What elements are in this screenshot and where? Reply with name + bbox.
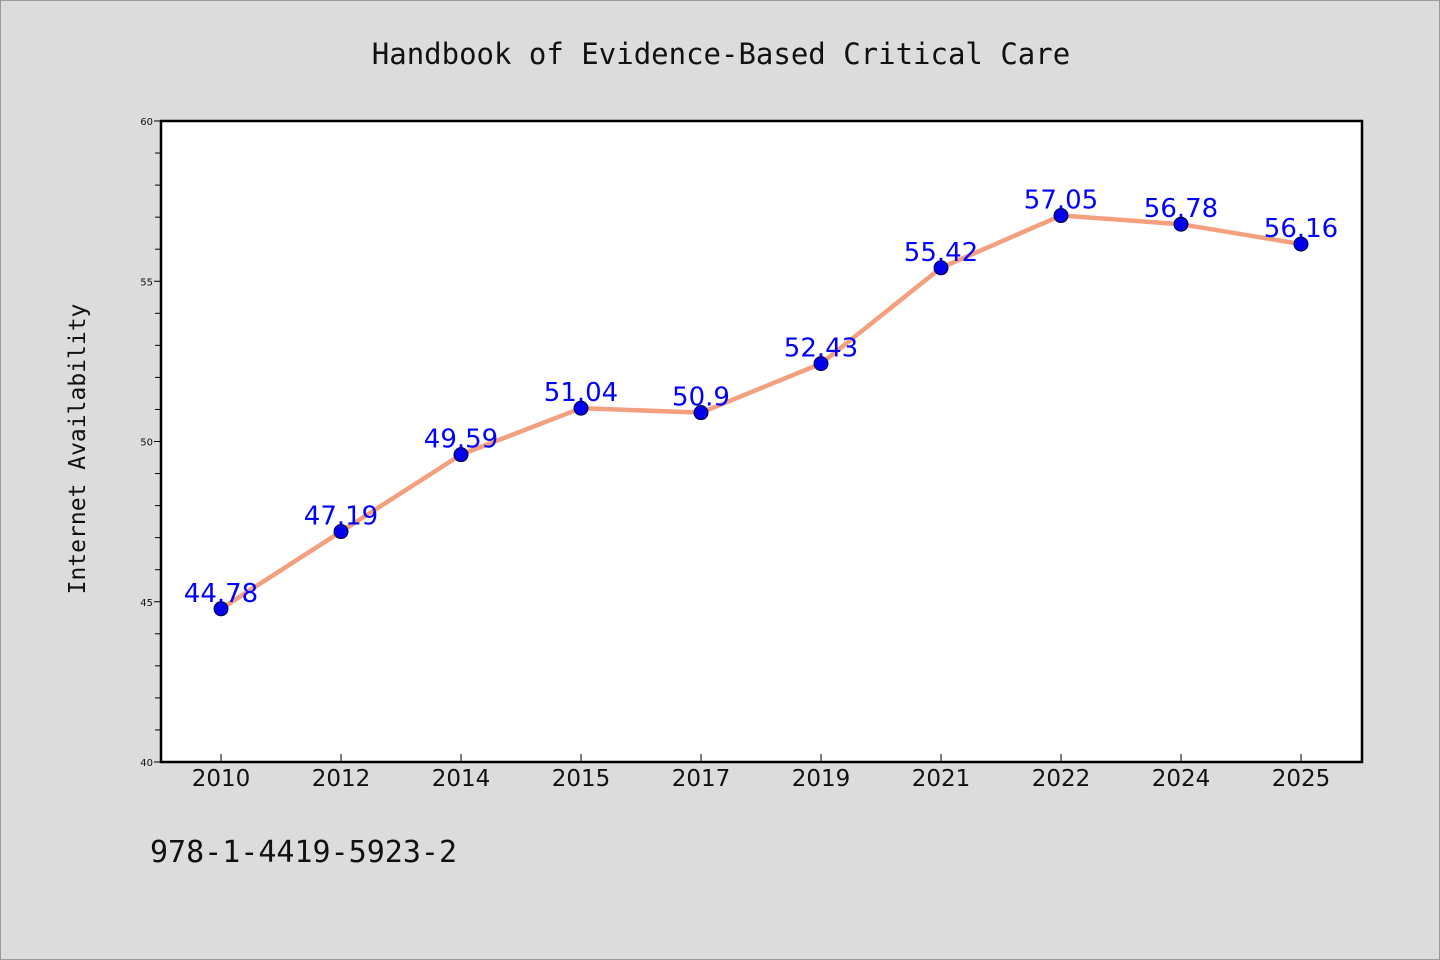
- data-label: 51.04: [544, 378, 618, 408]
- x-tick-label: 2024: [1152, 766, 1211, 792]
- data-point: [933, 260, 949, 276]
- x-tick-label: 2022: [1032, 766, 1091, 792]
- data-point: [813, 356, 829, 372]
- y-tick-label: 40: [140, 758, 153, 769]
- data-point: [573, 400, 589, 416]
- y-tick-label: 60: [140, 117, 153, 128]
- x-tick-label: 2017: [672, 766, 731, 792]
- y-tick-label: 45: [140, 598, 153, 609]
- y-axis-label: Internet Availability: [65, 304, 91, 595]
- data-label: 47.19: [304, 502, 378, 532]
- data-point: [693, 405, 709, 421]
- data-point: [333, 524, 349, 540]
- x-tick-label: 2021: [912, 766, 971, 792]
- plot-area: [159, 119, 1364, 764]
- data-label: 44.78: [184, 579, 258, 609]
- y-tick-label: 50: [140, 438, 153, 449]
- x-tick-label: 2010: [192, 766, 251, 792]
- x-tick-label: 2019: [792, 766, 851, 792]
- data-point: [1173, 216, 1189, 232]
- x-tick-label: 2012: [312, 766, 371, 792]
- data-point: [1293, 236, 1309, 252]
- data-label: 56.16: [1264, 214, 1338, 244]
- data-label: 49.59: [424, 425, 498, 455]
- y-tick-label: 55: [140, 277, 153, 288]
- data-point: [453, 447, 469, 463]
- data-label: 52.43: [784, 334, 858, 364]
- data-label: 55.42: [904, 238, 978, 268]
- chart-title: Handbook of Evidence-Based Critical Care: [372, 37, 1070, 71]
- series-line: [218, 213, 1304, 612]
- data-label: 50.9: [672, 383, 730, 413]
- data-label: 57.05: [1024, 186, 1098, 216]
- x-tick-label: 2025: [1272, 766, 1331, 792]
- x-tick-label: 2014: [432, 766, 491, 792]
- data-point: [1053, 208, 1069, 224]
- isbn-footer: 978-1-4419-5923-2: [150, 835, 458, 870]
- data-label: 56.78: [1144, 194, 1218, 224]
- x-tick-label: 2015: [552, 766, 611, 792]
- data-point: [213, 601, 229, 617]
